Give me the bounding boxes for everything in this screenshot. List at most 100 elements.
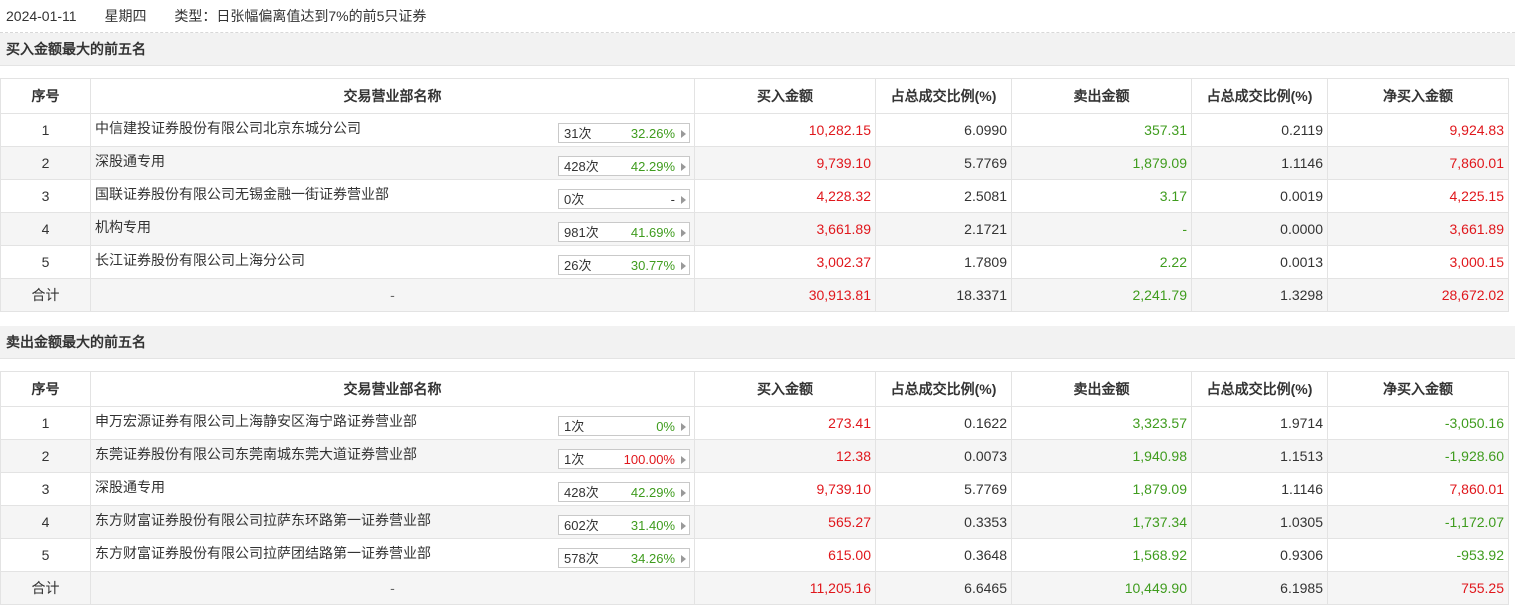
dept-stats-toggle[interactable]: 26次 30.77% (558, 254, 690, 275)
col-header-index: 序号 (0, 371, 91, 407)
col-header-buy: 买入金额 (694, 78, 876, 114)
appearance-count: 1次 (564, 451, 585, 467)
row-index: 4 (0, 505, 91, 539)
buy-top5-table: 序号 交易营业部名称 买入金额 占总成交比例(%) 卖出金额 占总成交比例(%)… (0, 78, 1509, 312)
sell-amount: 3.17 (1011, 179, 1192, 213)
chevron-right-icon (681, 162, 686, 171)
row-index: 3 (0, 472, 91, 506)
table-row: 4 机构专用 981次 41.69% 3,661.89 2.1721-0.0000 3,66… (0, 212, 1509, 246)
col-header-dept: 交易营业部名称 (90, 371, 695, 407)
dept-stats-toggle[interactable]: 428次 42.29% (558, 155, 690, 176)
table-row: 5 东方财富证券股份有限公司拉萨团结路第一证券营业部 578次 34.26% 615.0… (0, 538, 1509, 572)
net-buy-amount: 7,860.01 (1327, 472, 1509, 506)
table-row: 3 国联证券股份有限公司无锡金融一街证券营业部 0次 - 4,228.32 2.5081 3… (0, 179, 1509, 213)
buy-amount: 615.00 (694, 538, 876, 572)
dept-cell: 申万宏源证券有限公司上海静安区海宁路证券营业部 1次 0% (90, 406, 695, 440)
dept-name-link[interactable]: 深股通专用 (95, 152, 165, 169)
buy-ratio: 5.7769 (875, 146, 1012, 180)
sell-ratio: 1.1513 (1191, 439, 1328, 473)
sell-amount: 357.31 (1011, 113, 1192, 147)
list-type: 类型：日张幅偏离值达到7%的前5只证券 (174, 8, 427, 24)
dept-stats-toggle[interactable]: 1次 0% (558, 415, 690, 436)
sell-amount: 1,879.09 (1011, 146, 1192, 180)
dept-stats-toggle[interactable]: 0次 - (558, 188, 690, 209)
dept-cell: 国联证券股份有限公司无锡金融一街证券营业部 0次 - (90, 179, 695, 213)
dept-stats-toggle[interactable]: 981次 41.69% (558, 221, 690, 242)
total-dept: - (90, 571, 695, 605)
chevron-right-icon (681, 488, 686, 497)
dept-stats-toggle[interactable]: 578次 34.26% (558, 547, 690, 568)
table-row: 5 长江证券股份有限公司上海分公司 26次 30.77% 3,002.37 1.7809 2… (0, 245, 1509, 279)
col-header-sell: 卖出金额 (1011, 371, 1192, 407)
dept-cell: 深股通专用 428次 42.29% (90, 146, 695, 180)
row-index: 5 (0, 245, 91, 279)
buy-amount: 3,002.37 (694, 245, 876, 279)
dept-name-link[interactable]: 国联证券股份有限公司无锡金融一街证券营业部 (95, 185, 389, 202)
sell-amount: 1,568.92 (1011, 538, 1192, 572)
sell-amount: 2.22 (1011, 245, 1192, 279)
sell-section-title: 卖出金额最大的前五名 (0, 326, 1515, 359)
net-buy-amount: -1,928.60 (1327, 439, 1509, 473)
total-row: 合计 -11,205.16 6.6465 10,449.90 6.1985 755.25 (0, 571, 1509, 605)
buy-ratio: 2.5081 (875, 179, 1012, 213)
net-buy-amount: -953.92 (1327, 538, 1509, 572)
dept-name-link[interactable]: 深股通专用 (95, 478, 165, 495)
dept-name-link[interactable]: 东莞证券股份有限公司东莞南城东莞大道证券营业部 (95, 445, 417, 462)
win-rate: 31.40% (630, 517, 675, 533)
dept-name-link[interactable]: 长江证券股份有限公司上海分公司 (95, 251, 305, 268)
net-buy-amount: 3,661.89 (1327, 212, 1509, 246)
table-row: 1 申万宏源证券有限公司上海静安区海宁路证券营业部 1次 0% 273.41 0.1622… (0, 406, 1509, 440)
net-buy-amount: 7,860.01 (1327, 146, 1509, 180)
sell-amount: 1,940.98 (1011, 439, 1192, 473)
chevron-right-icon (681, 195, 686, 204)
dept-stats-toggle[interactable]: 31次 32.26% (558, 122, 690, 143)
chevron-right-icon (681, 129, 686, 138)
total-label: 合计 (0, 278, 91, 312)
table-row: 2 深股通专用 428次 42.29% 9,739.10 5.7769 1,879.09 1.… (0, 146, 1509, 180)
appearance-count: 428次 (564, 158, 599, 174)
appearance-count: 602次 (564, 517, 599, 533)
dept-stats-toggle[interactable]: 602次 31.40% (558, 514, 690, 535)
trade-date: 2024-01-11 (6, 8, 77, 24)
dept-cell: 机构专用 981次 41.69% (90, 212, 695, 246)
col-header-buy: 买入金额 (694, 371, 876, 407)
buy-ratio: 0.1622 (875, 406, 1012, 440)
total-net: 28,672.02 (1327, 278, 1509, 312)
dept-stats-toggle[interactable]: 1次 100.00% (558, 448, 690, 469)
table-row: 3 深股通专用 428次 42.29% 9,739.10 5.7769 1,879.09 1.… (0, 472, 1509, 506)
win-rate: 0% (656, 418, 675, 434)
dept-name-link[interactable]: 东方财富证券股份有限公司拉萨东环路第一证券营业部 (95, 511, 431, 528)
buy-section-title: 买入金额最大的前五名 (0, 33, 1515, 66)
row-index: 1 (0, 113, 91, 147)
total-label: 合计 (0, 571, 91, 605)
win-rate: 42.29% (630, 158, 675, 174)
row-index: 2 (0, 146, 91, 180)
total-sell: 2,241.79 (1011, 278, 1192, 312)
col-header-index: 序号 (0, 78, 91, 114)
buy-ratio: 0.3648 (875, 538, 1012, 572)
total-sell-ratio: 6.1985 (1191, 571, 1328, 605)
col-header-buy-pct: 占总成交比例(%) (875, 78, 1012, 114)
table-row: 4 东方财富证券股份有限公司拉萨东环路第一证券营业部 602次 31.40% 565.2… (0, 505, 1509, 539)
dept-cell: 长江证券股份有限公司上海分公司 26次 30.77% (90, 245, 695, 279)
col-header-net: 净买入金额 (1327, 78, 1509, 114)
dept-name-link[interactable]: 机构专用 (95, 218, 151, 235)
dept-cell: 东莞证券股份有限公司东莞南城东莞大道证券营业部 1次 100.00% (90, 439, 695, 473)
chevron-right-icon (681, 455, 686, 464)
chevron-right-icon (681, 228, 686, 237)
net-buy-amount: 4,225.15 (1327, 179, 1509, 213)
buy-table-body: 1 中信建投证券股份有限公司北京东城分公司 31次 32.26% 10,282.15 6.… (0, 113, 1509, 312)
dept-name-link[interactable]: 东方财富证券股份有限公司拉萨团结路第一证券营业部 (95, 544, 431, 561)
chevron-right-icon (681, 422, 686, 431)
net-buy-amount: 9,924.83 (1327, 113, 1509, 147)
appearance-count: 578次 (564, 550, 599, 566)
dept-stats-toggle[interactable]: 428次 42.29% (558, 481, 690, 502)
dept-name-link[interactable]: 申万宏源证券有限公司上海静安区海宁路证券营业部 (95, 412, 417, 429)
sell-ratio: 0.2119 (1191, 113, 1328, 147)
dept-name-link[interactable]: 中信建投证券股份有限公司北京东城分公司 (95, 119, 361, 136)
sell-ratio: 0.0000 (1191, 212, 1328, 246)
buy-amount: 3,661.89 (694, 212, 876, 246)
buy-ratio: 0.3353 (875, 505, 1012, 539)
col-header-buy-pct: 占总成交比例(%) (875, 371, 1012, 407)
chevron-right-icon (681, 554, 686, 563)
